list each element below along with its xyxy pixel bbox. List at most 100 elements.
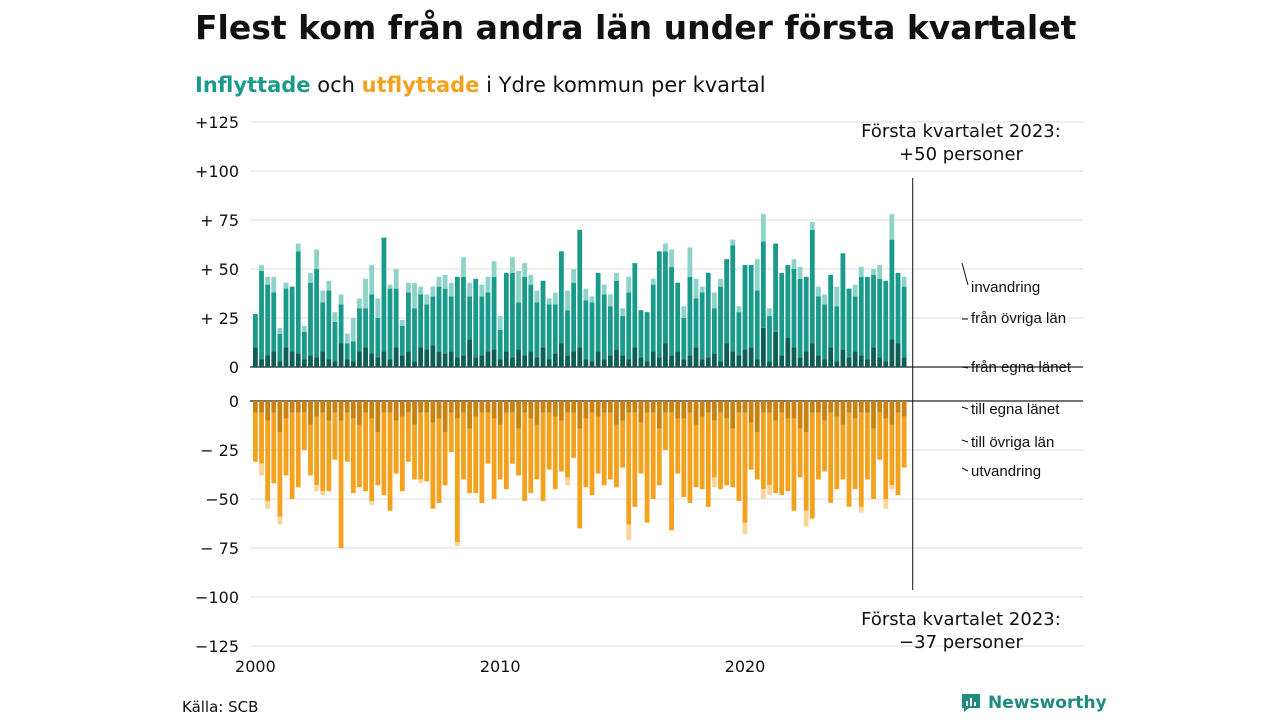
outflow-bar-ovriga bbox=[454, 418, 460, 543]
inflow-bar-ovriga bbox=[601, 294, 607, 360]
outflow-bar-ovriga bbox=[338, 420, 344, 548]
outflow-bar-utvandring bbox=[418, 479, 424, 484]
inflow-bar-ovriga bbox=[381, 237, 387, 352]
inflow-bar-egna bbox=[767, 361, 772, 367]
outflow-bar-egna bbox=[614, 401, 619, 425]
inflow-bar-invandring bbox=[601, 284, 607, 295]
outflow-bar-ovriga bbox=[895, 412, 901, 496]
inflow-bar-egna bbox=[650, 351, 656, 367]
inflow-bar-egna bbox=[607, 355, 613, 367]
newsworthy-logo-icon bbox=[962, 694, 980, 712]
inflow-bar-ovriga bbox=[326, 290, 332, 360]
inflow-bar-ovriga bbox=[436, 286, 442, 352]
legend-label-inflow: från övriga län bbox=[971, 310, 1066, 327]
inflow-bar-invandring bbox=[448, 282, 454, 297]
outflow-bar-egna bbox=[332, 401, 338, 413]
inflow-bar-egna bbox=[889, 339, 895, 367]
outflow-bar-egna bbox=[669, 401, 674, 413]
outflow-bar-ovriga bbox=[803, 432, 809, 511]
y-tick-label: 0 bbox=[229, 358, 239, 377]
outflow-bar-ovriga bbox=[442, 432, 448, 486]
inflow-bar-egna bbox=[491, 349, 497, 367]
outflow-bar-ovriga bbox=[797, 428, 803, 478]
outflow-bar-ovriga bbox=[418, 412, 424, 480]
inflow-bar-ovriga bbox=[283, 288, 289, 348]
legend-pointer bbox=[961, 467, 969, 472]
inflow-bar-egna bbox=[375, 357, 381, 367]
inflow-bar-ovriga bbox=[626, 292, 632, 360]
inflow-bar-ovriga bbox=[865, 276, 870, 360]
inflow-bar-egna bbox=[485, 351, 491, 367]
inflow-bar-ovriga bbox=[540, 280, 546, 348]
inflow-bar-invandring bbox=[283, 282, 289, 289]
subtitle-and-word: och bbox=[317, 73, 355, 97]
inflow-bar-invandring bbox=[620, 308, 625, 317]
inflow-bar-invandring bbox=[669, 249, 674, 268]
inflow-bar-invandring bbox=[301, 325, 307, 332]
outflow-bar-utvandring bbox=[760, 489, 766, 499]
inflow-bar-invandring bbox=[338, 294, 344, 305]
outflow-bar-egna bbox=[308, 401, 313, 425]
inflow-bar-egna bbox=[314, 357, 319, 367]
outflow-bar-egna bbox=[534, 401, 540, 425]
outflow-bar-ovriga bbox=[614, 424, 619, 488]
inflow-bar-invandring bbox=[350, 318, 356, 342]
inflow-bar-ovriga bbox=[791, 269, 797, 348]
inflow-bar-egna bbox=[473, 357, 479, 367]
outflow-bar-egna bbox=[626, 401, 632, 413]
legend-label-outflow: utvandring bbox=[971, 463, 1041, 480]
outflow-bar-egna bbox=[387, 401, 393, 413]
outflow-bar-ovriga bbox=[748, 422, 754, 470]
outflow-bar-egna bbox=[454, 401, 460, 419]
outflow-bar-ovriga bbox=[883, 418, 889, 499]
subtitle-rest: i Ydre kommun per kvartal bbox=[486, 73, 766, 97]
outflow-bar-ovriga bbox=[650, 412, 656, 499]
inflow-bar-egna bbox=[448, 351, 454, 367]
inflow-bar-ovriga bbox=[883, 280, 889, 362]
outflow-bar-utvandring bbox=[259, 463, 264, 476]
outflow-bar-egna bbox=[259, 401, 264, 413]
inflow-bar-invandring bbox=[516, 270, 521, 303]
inflow-bar-egna bbox=[626, 359, 632, 367]
outflow-bar-egna bbox=[779, 401, 785, 413]
inflow-bar-invandring bbox=[693, 278, 699, 299]
y-tick-label: −100 bbox=[195, 588, 239, 607]
outflow-bar-egna bbox=[473, 401, 479, 417]
inflow-bar-ovriga bbox=[650, 284, 656, 352]
inflow-bar-invandring bbox=[442, 274, 448, 289]
inflow-bar-egna bbox=[809, 343, 815, 367]
outflow-bar-ovriga bbox=[791, 418, 797, 511]
outflow-bar-egna bbox=[571, 401, 577, 413]
inflow-bar-egna bbox=[283, 347, 289, 367]
outflow-bar-egna bbox=[901, 401, 907, 417]
outflow-bar-ovriga bbox=[552, 416, 558, 490]
inflow-bar-egna bbox=[663, 343, 668, 367]
outflow-bar-ovriga bbox=[699, 416, 705, 490]
inflow-bar-egna bbox=[350, 361, 356, 367]
outflow-bar-egna bbox=[430, 401, 436, 423]
inflow-bar-ovriga bbox=[259, 270, 264, 360]
outflow-bar-egna bbox=[742, 401, 748, 413]
inflow-bar-ovriga bbox=[265, 284, 271, 356]
outflow-bar-egna bbox=[846, 401, 852, 413]
inflow-bar-invandring bbox=[607, 294, 613, 307]
chart-subtitle: Inflyttade och utflyttade i Ydre kommun … bbox=[195, 73, 766, 97]
outflow-bar-egna bbox=[754, 401, 760, 433]
y-tick-label: + 25 bbox=[200, 309, 239, 328]
inflow-bar-ovriga bbox=[852, 296, 858, 352]
inflow-bar-invandring bbox=[418, 286, 424, 295]
inflow-bar-egna bbox=[681, 359, 687, 367]
inflow-bar-egna bbox=[565, 355, 570, 367]
inflow-bar-egna bbox=[797, 357, 803, 367]
outflow-bar-egna bbox=[852, 401, 858, 419]
inflow-bar-ovriga bbox=[858, 276, 864, 356]
outflow-bar-ovriga bbox=[730, 428, 736, 488]
outflow-bar-egna bbox=[314, 401, 319, 417]
outflow-bar-utvandring bbox=[883, 499, 889, 509]
inflow-bar-invandring bbox=[877, 265, 883, 279]
inflow-bar-egna bbox=[406, 351, 411, 367]
legend-label-inflow: från egna länet bbox=[971, 359, 1072, 376]
inflow-bar-invandring bbox=[491, 261, 497, 277]
outflow-bar-ovriga bbox=[889, 424, 895, 486]
outflow-bar-ovriga bbox=[865, 412, 870, 480]
